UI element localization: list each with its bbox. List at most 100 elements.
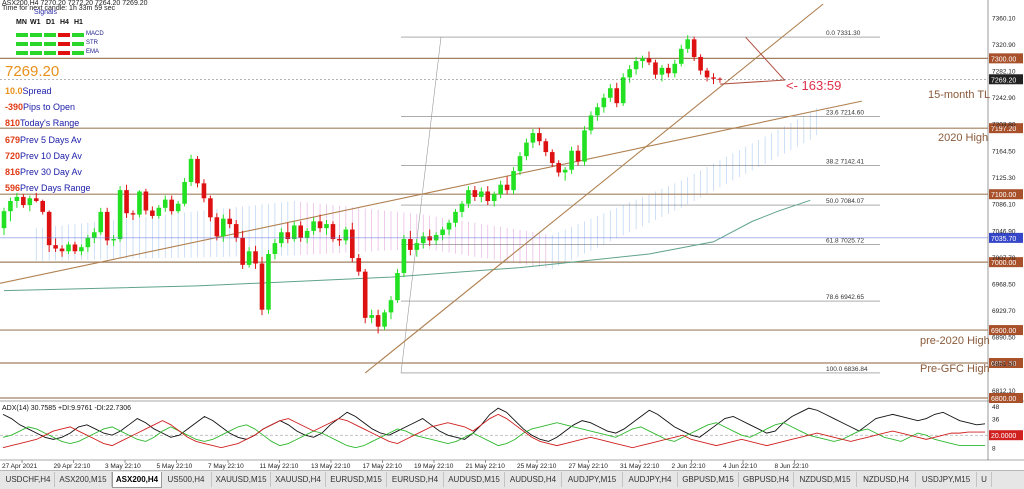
candle-body [575,150,581,162]
candle-body [633,61,639,70]
tf-mn[interactable]: MN [16,19,27,26]
tf-h4[interactable]: H4 [60,19,69,26]
info-row: 596Prev Days Range [5,183,91,194]
candle-body [130,213,136,215]
candle-body [485,191,491,201]
candle-body [156,207,162,216]
candle-body [504,184,510,191]
level-label: 7000.00 [991,260,1016,267]
tab-gbpusd-h4[interactable]: GBPUSD,H4 [739,472,794,487]
candle-body [446,222,452,230]
candle-countdown: <- 163:59 [786,78,842,93]
signal-block [16,33,28,37]
chart-canvas[interactable]: 7300.00 7197.20 7100.00 7000.00 6900.00 6851.… [0,0,1024,470]
candle-body [569,150,574,170]
candle-body [601,97,607,108]
info-row-label: Today's Range [20,118,80,129]
fib-anchor-line [400,37,442,374]
y-tick-label: 6929.70 [992,308,1016,315]
signal-block [72,42,84,46]
candle-body [382,312,387,327]
y-tick-label: 7086.10 [992,202,1016,209]
tab-asx200-h4[interactable]: ASX200,H4 [112,472,162,488]
fib-label: 0.0 7331.30 [826,30,861,37]
level-label-box [989,325,1023,336]
tab-asx200-m15[interactable]: ASX200,M15 [55,472,112,487]
candle-body [201,183,207,199]
level-label: 7300.00 [991,56,1016,63]
candle-body [427,236,432,241]
candle-body [517,156,523,172]
high-2020-annotation: 2020 High [938,132,989,144]
tab-usdjpy-m15[interactable]: USDJPY,M15 [916,472,977,487]
x-tick-label: 4 Jun 22:10 [723,463,757,470]
x-tick-label: 31 May 22:10 [620,463,660,470]
candle-body [472,190,478,197]
y-tick-label: 7046.90 [992,228,1016,235]
y-tick-label: 6890.50 [992,335,1016,342]
tab-usdchf-h4[interactable]: USDCHF,H4 [2,472,55,487]
candle-body [640,58,645,62]
tab-us500-h4[interactable]: US500,H4 [161,472,212,487]
level-label-box [989,257,1023,268]
candle-body [401,239,407,274]
x-tick-label: 21 May 22:10 [466,463,506,470]
tab-gbpusd-m15[interactable]: GBPUSD,M15 [678,472,739,487]
candle-body [704,70,710,78]
signal-block [30,51,42,55]
candle-body [182,181,187,204]
adx-label: ADX(14) 30.7585 +DI:9.9761 -DI:22.7306 [2,405,132,412]
tab-nzdusd-h4[interactable]: NZDUSD,H4 [857,472,916,487]
info-row: 679Prev 5 Days Av [5,135,81,146]
level-label: 6851.50 [991,361,1016,368]
info-row-label: Prev 10 Day Av [20,150,82,161]
level-label-box [989,123,1023,134]
info-row: -390Pips to Open [5,102,75,113]
level-label: 7100.00 [991,192,1016,199]
candle-body [111,239,116,241]
tab-eurusd-h4[interactable]: EURUSD,H4 [387,472,444,487]
tab-u[interactable]: U [977,472,992,487]
tab-xauusd-h4[interactable]: XAUUSD,H4 [271,472,326,487]
adx-y-tick-label: 36 [992,417,1000,424]
level-label-box [989,189,1023,200]
level-label: 6900.00 [991,328,1016,335]
candle-body [104,211,110,241]
tab-audjpy-m15[interactable]: AUDJPY,M15 [562,472,623,487]
ema-label: EMA [86,49,100,55]
candle-body [498,184,503,195]
level-label: 7197.20 [991,126,1016,133]
candle-body [33,198,39,201]
level-label-box [989,393,1023,403]
candle-body [537,133,542,142]
y-tick-label: 7242.90 [992,95,1016,102]
info-row-label: Prev 5 Days Av [20,134,82,145]
x-tick-label: 19 May 22:10 [414,463,454,470]
candle-body [453,211,458,223]
tab-audusd-m15[interactable]: AUDUSD,M15 [444,472,505,487]
tab-audjpy-h4[interactable]: AUDJPY,H4 [623,472,678,487]
y-tick-label: 6968.50 [992,282,1016,289]
info-row-label: Prev Days Range [20,183,91,194]
candle-body [92,232,97,238]
candle-body [369,315,374,318]
candle-body [27,198,33,206]
tf-d1[interactable]: D1 [46,19,55,26]
candle-body [717,78,723,80]
tab-eurusd-m15[interactable]: EURUSD,M15 [326,472,387,487]
tab-xauusd-m15[interactable]: XAUUSD,M15 [212,472,271,487]
candle-body [646,58,652,63]
y-tick-label: 7007.70 [992,255,1016,262]
candle-body [337,239,342,241]
candle-body [53,245,58,249]
candle-body [659,67,665,75]
candle-body [588,115,594,131]
tab-nzdusd-m15[interactable]: NZDUSD,M15 [794,472,857,487]
tf-h1[interactable]: H1 [74,19,83,26]
candle-body [343,229,349,241]
signal-block [44,51,56,55]
tf-w1[interactable]: W1 [30,19,41,26]
signal-block [72,33,84,37]
tab-audusd-h4[interactable]: AUDUSD,H4 [505,472,562,487]
